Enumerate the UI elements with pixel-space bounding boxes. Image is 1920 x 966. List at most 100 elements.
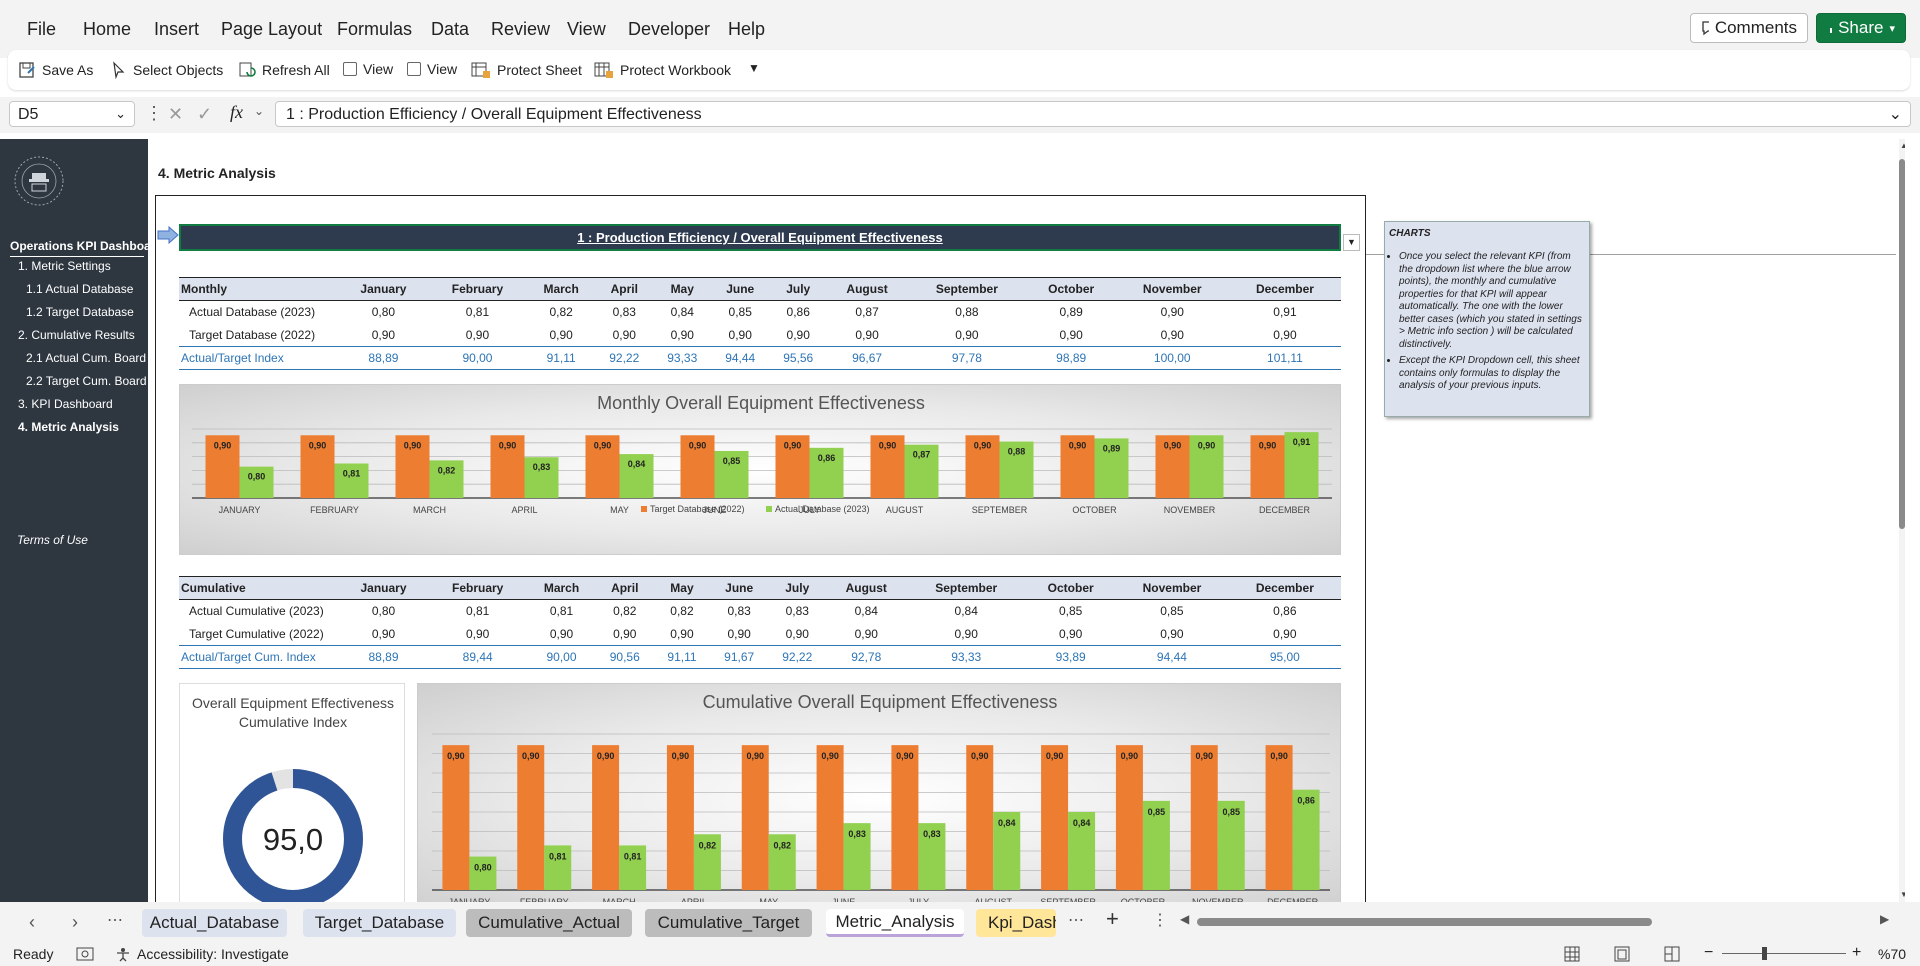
cancel-entry-icon[interactable]: ✕ [168, 104, 184, 124]
chart-bar[interactable] [870, 435, 905, 498]
horizontal-scroll-thumb[interactable] [1197, 918, 1652, 926]
scroll-left-icon[interactable]: ◀ [1180, 912, 1190, 926]
chart-bar[interactable] [205, 435, 240, 498]
chart-bar[interactable] [965, 435, 1000, 498]
table-cell[interactable]: 0,86 [786, 305, 810, 320]
menu-page-layout[interactable]: Page Layout [221, 19, 323, 39]
sidebar-item-kpi-dashboard[interactable]: 3. KPI Dashboard [18, 397, 113, 411]
table-cell[interactable]: 0,90 [465, 327, 490, 342]
chart-bar[interactable] [741, 745, 769, 890]
sidebar-item-metric-settings[interactable]: 1. Metric Settings [18, 259, 111, 273]
protect-workbook-button[interactable]: Protect Workbook [594, 61, 731, 79]
table-cell[interactable]: 92,78 [826, 645, 907, 669]
table-cell[interactable]: 0,89 [1059, 305, 1083, 320]
table-cell[interactable]: 0,87 [855, 305, 879, 320]
chart-bar[interactable] [1190, 745, 1218, 890]
table-cell[interactable]: 90,00 [527, 645, 596, 669]
insert-function-icon[interactable]: fx [230, 102, 243, 122]
chart-bar[interactable] [1142, 800, 1170, 890]
table-cell[interactable]: 0,82 [613, 604, 637, 619]
table-cell[interactable]: 0,90 [728, 327, 752, 342]
chart-bar[interactable] [768, 834, 796, 890]
table-cell[interactable]: 88,89 [339, 645, 429, 669]
row-label[interactable]: Actual Cumulative (2023) [189, 604, 324, 619]
table-cell[interactable]: 0,80 [371, 604, 396, 619]
table-cell[interactable]: 93,33 [653, 346, 712, 370]
table-cell[interactable]: 93,33 [906, 645, 1027, 669]
chart-bar[interactable] [619, 454, 654, 498]
chart-bar[interactable] [999, 441, 1034, 498]
chart-bar[interactable] [775, 435, 810, 498]
table-cell[interactable]: 0,83 [612, 305, 636, 320]
table-cell[interactable]: 90,00 [427, 346, 528, 370]
zoom-slider[interactable] [1722, 953, 1846, 954]
table-cell[interactable]: 91,11 [653, 645, 711, 669]
table-cell[interactable]: 94,44 [711, 346, 770, 370]
table-cell[interactable]: 95,56 [769, 346, 828, 370]
chart-bar[interactable] [714, 450, 749, 498]
chart-bar[interactable] [666, 745, 694, 890]
table-cell[interactable]: 0,90 [371, 626, 396, 641]
scroll-up-icon[interactable]: ▲ [1900, 141, 1905, 150]
table-cell[interactable]: 0,82 [549, 305, 573, 320]
chart-bar[interactable] [300, 435, 335, 498]
chart-bar[interactable] [1217, 800, 1245, 890]
chart-bar[interactable] [395, 435, 430, 498]
table-cell[interactable]: 0,90 [855, 327, 879, 342]
table-cell[interactable]: 0,81 [465, 305, 490, 320]
previous-sheet-icon[interactable]: ‹ [29, 912, 35, 932]
macro-record-icon[interactable] [76, 946, 94, 962]
table-cell[interactable]: 0,90 [670, 626, 694, 641]
chart-bar[interactable] [1060, 435, 1095, 498]
chart-bar[interactable] [1189, 435, 1224, 498]
table-cell[interactable]: 101,11 [1228, 346, 1341, 370]
menu-file[interactable]: File [27, 19, 57, 39]
sidebar-item-target-database[interactable]: 1.2 Target Database [26, 305, 134, 319]
table-cell[interactable]: 0,84 [670, 305, 694, 320]
chart-bar[interactable] [1041, 745, 1069, 890]
table-cell[interactable]: 0,90 [1273, 626, 1297, 641]
comments-button[interactable]: Comments [1690, 13, 1808, 43]
table-cell[interactable]: 0,86 [1273, 604, 1297, 619]
confirm-entry-icon[interactable]: ✓ [197, 104, 213, 124]
table-cell[interactable]: 0,81 [549, 604, 574, 619]
table-cell[interactable]: 0,84 [954, 604, 978, 619]
menu-data[interactable]: Data [431, 19, 470, 39]
row-label[interactable]: Target Cumulative (2022) [189, 626, 324, 641]
more-options-icon[interactable]: ⋮ [145, 103, 163, 123]
menu-developer[interactable]: Developer [628, 19, 711, 39]
table-cell[interactable]: 0,81 [466, 604, 490, 619]
worksheet-grid[interactable]: Operations KPI Dashboard 1. Metric Setti… [0, 139, 1905, 902]
chart-bar[interactable] [334, 463, 369, 499]
table-cell[interactable]: 91,67 [710, 645, 769, 669]
table-cell[interactable]: 0,90 [954, 626, 978, 641]
menu-help[interactable]: Help [728, 19, 766, 39]
monthly-chart[interactable]: Monthly Overall Equipment Effectiveness 0… [179, 384, 1341, 555]
sidebar-item-cumulative-results[interactable]: 2. Cumulative Results [18, 328, 135, 342]
chart-bar[interactable] [1284, 432, 1319, 498]
tab-kpi-dashboard[interactable]: Kpi_Dash [976, 909, 1056, 937]
table-cell[interactable]: 97,78 [906, 346, 1027, 370]
table-cell[interactable]: 0,90 [466, 626, 490, 641]
more-tabs-icon[interactable]: ⋯ [1068, 912, 1084, 929]
table-cell[interactable]: 0,85 [1059, 604, 1083, 619]
chart-bar[interactable] [1250, 435, 1285, 498]
table-cell[interactable]: 0,85 [728, 305, 752, 320]
table-cell[interactable]: 92,22 [595, 346, 654, 370]
row-label[interactable]: Actual/Target Index [179, 346, 339, 370]
view-checkbox-1[interactable]: View [343, 61, 393, 77]
chart-bar[interactable] [1094, 438, 1129, 498]
chart-bar[interactable] [1155, 435, 1190, 498]
dropdown-arrow-icon[interactable]: ▼ [1343, 234, 1360, 251]
table-cell[interactable]: 0,90 [786, 327, 810, 342]
chart-bar[interactable] [524, 457, 559, 498]
chart-bar[interactable] [993, 812, 1021, 890]
table-cell[interactable]: 0,83 [727, 604, 751, 619]
sidebar-item-target-cum-board[interactable]: 2.2 Target Cum. Board [26, 374, 147, 388]
sidebar-item-actual-database[interactable]: 1.1 Actual Database [26, 282, 134, 296]
table-cell[interactable]: 0,90 [1160, 305, 1184, 320]
row-label[interactable]: Actual/Target Cum. Index [179, 645, 339, 669]
terms-of-use-link[interactable]: Terms of Use [17, 533, 88, 547]
cumulative-chart[interactable]: Cumulative Overall Equipment Effectivene… [417, 683, 1341, 902]
normal-view-icon[interactable] [1564, 946, 1580, 962]
